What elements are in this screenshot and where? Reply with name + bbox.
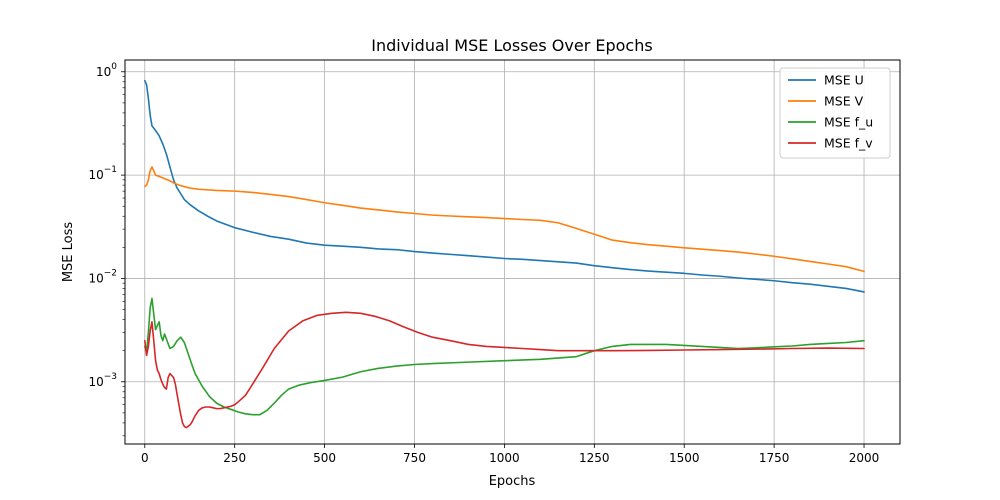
x-tick-label: 1250 — [579, 451, 610, 465]
legend-label: MSE f_v — [824, 136, 873, 151]
series-line-mse-f-u — [143, 297, 865, 416]
y-tick-label: 10−3 — [88, 372, 117, 389]
x-tick-label: 1500 — [669, 451, 700, 465]
x-tick-label: 500 — [313, 451, 336, 465]
x-axis-label: Epochs — [489, 474, 536, 489]
x-tick-label: 0 — [141, 451, 149, 465]
axis-ticks: 0 250 500 750 1000 1250 1500 1750 2000 10−3 10−2 10… — [88, 62, 879, 465]
legend-label: MSE V — [824, 94, 864, 109]
legend-box — [779, 67, 891, 159]
x-tick-label: 250 — [223, 451, 246, 465]
y-tick-label: 100 — [96, 62, 117, 79]
plot-frame — [124, 59, 901, 445]
x-tick-label: 2000 — [849, 451, 880, 465]
x-tick-label: 750 — [403, 451, 426, 465]
series-line-mse-f-v — [143, 311, 865, 429]
legend-label: MSE f_u — [824, 115, 873, 130]
chart-title: Individual MSE Losses Over Epochs — [371, 36, 652, 55]
legend: MSE U MSE V MSE f_u MSE f_v — [779, 67, 891, 159]
x-tick-label: 1750 — [759, 451, 790, 465]
x-tick-label: 1000 — [489, 451, 520, 465]
plot-series — [143, 79, 865, 429]
y-axis-label: MSE Loss — [61, 222, 76, 283]
series-line-mse-u — [143, 79, 865, 293]
y-tick-label: 10−2 — [88, 268, 117, 285]
y-tick-label: 10−1 — [88, 165, 117, 182]
series-line-mse-v — [143, 166, 865, 273]
legend-label: MSE U — [824, 73, 864, 88]
